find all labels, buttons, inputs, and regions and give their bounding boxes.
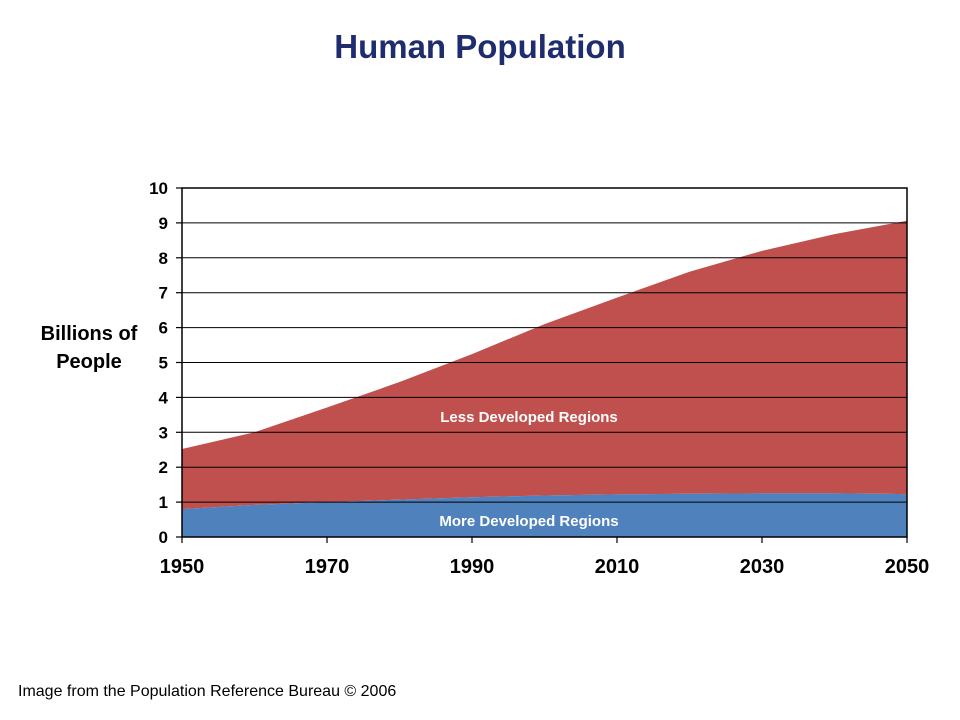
y-tick-label-8: 8: [159, 249, 168, 268]
plot-frame: [181, 187, 908, 538]
y-tick-label-4: 4: [159, 388, 169, 407]
x-tick-label-2050: 2050: [885, 556, 930, 578]
y-tick-label-9: 9: [159, 214, 168, 233]
chart-title: Human Population: [334, 28, 626, 65]
y-tick-label-6: 6: [159, 319, 168, 338]
series-label-less-developed: Less Developed Regions: [440, 409, 618, 426]
y-tick-label-10: 10: [149, 179, 168, 198]
y-tick-label-5: 5: [159, 354, 168, 373]
x-tick-label-1990: 1990: [450, 556, 495, 578]
x-tick-label-2030: 2030: [740, 556, 785, 578]
image-credit: Image from the Population Reference Bure…: [18, 683, 397, 700]
y-axis-label-line1: Billions of: [40, 323, 138, 345]
y-axis-label: Billions of People: [28, 320, 150, 376]
y-tick-label-3: 3: [159, 423, 168, 442]
series-label-more-developed: More Developed Regions: [439, 513, 618, 530]
x-tick-label-1950: 1950: [160, 556, 205, 578]
y-tick-label-7: 7: [159, 284, 168, 303]
x-tick-label-2010: 2010: [595, 556, 640, 578]
y-axis-label-line2: People: [56, 351, 122, 373]
y-tick-label-2: 2: [159, 458, 168, 477]
more-developed-area: [182, 493, 907, 537]
y-tick-label-1: 1: [159, 493, 168, 512]
less-developed-area: [182, 220, 907, 510]
y-tick-label-0: 0: [159, 528, 168, 547]
x-tick-label-1970: 1970: [305, 556, 350, 578]
